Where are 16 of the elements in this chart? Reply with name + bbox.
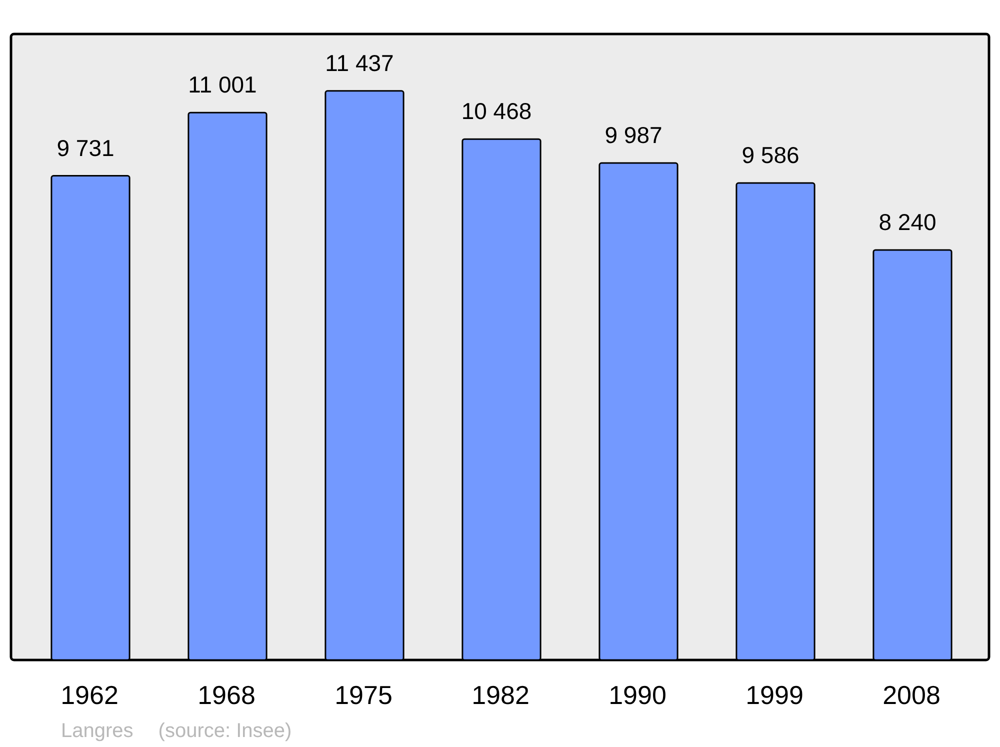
x-tick-label: 2008 — [882, 680, 940, 710]
x-tick-label: 1999 — [746, 680, 804, 710]
data-label: 8 240 — [878, 208, 936, 235]
data-label: 9 731 — [56, 134, 114, 161]
data-label: 9 987 — [604, 122, 662, 148]
text: (source: Insee) — [158, 720, 292, 742]
text: Langres — [61, 720, 134, 742]
data-label: 10 468 — [461, 98, 532, 124]
x-tick-label: 1968 — [198, 680, 256, 710]
data-label: 11 437 — [325, 50, 394, 76]
x-tick-label: 1975 — [334, 680, 392, 710]
x-tick-label: 1962 — [60, 680, 118, 710]
data-label: 9 586 — [742, 142, 800, 168]
data-label: 11 001 — [188, 72, 257, 98]
x-tick-label: 1982 — [472, 680, 530, 710]
x-tick-label: 1990 — [608, 680, 666, 710]
